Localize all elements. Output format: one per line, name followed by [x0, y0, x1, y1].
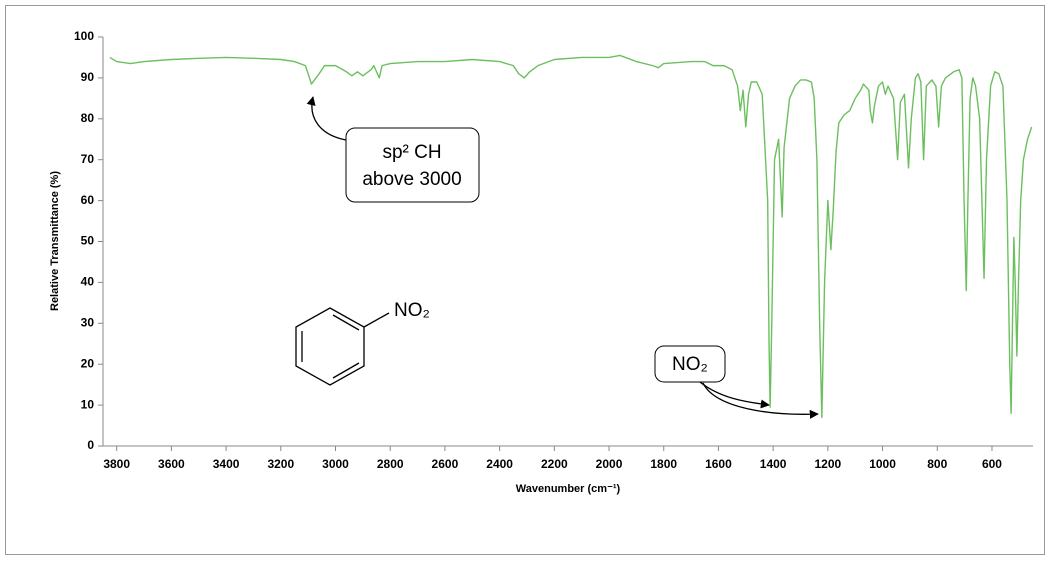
- x-tick-label: 1000: [869, 457, 896, 471]
- benzene-ring: [295, 307, 390, 386]
- y-tick-label: 90: [81, 70, 95, 84]
- chart-frame: [5, 5, 1045, 555]
- annotation-text: NO₂: [672, 354, 708, 375]
- x-tick-label: 800: [927, 457, 947, 471]
- annotation-arrow: [699, 381, 770, 409]
- x-tick-label: 3600: [158, 457, 185, 471]
- x-tick-label: 3800: [103, 457, 130, 471]
- y-tick-label: 10: [81, 397, 95, 411]
- structure-label: NO₂: [394, 300, 430, 321]
- x-axis-label: Wavenumber (cm⁻¹): [516, 483, 621, 495]
- y-tick-label: 50: [81, 234, 95, 248]
- annotation-box: [654, 345, 726, 383]
- x-tick-label: 2600: [432, 457, 459, 471]
- annotation-box: [345, 127, 480, 203]
- x-tick-label: 1600: [705, 457, 732, 471]
- annotation-text: sp² CH: [382, 142, 441, 163]
- x-tick-label: 2800: [377, 457, 404, 471]
- x-tick-label: 3200: [267, 457, 294, 471]
- y-tick-label: 70: [81, 152, 95, 166]
- y-axis-label: Relative Transmittance (%): [49, 171, 61, 311]
- y-tick-label: 0: [87, 438, 94, 452]
- annotation-arrow: [306, 96, 347, 141]
- y-tick-label: 20: [81, 356, 95, 370]
- annotation-text: above 3000: [362, 169, 461, 190]
- x-tick-label: 3000: [322, 457, 349, 471]
- x-tick-label: 600: [982, 457, 1002, 471]
- y-tick-label: 80: [81, 111, 95, 125]
- x-tick-label: 2200: [541, 457, 568, 471]
- y-tick-label: 100: [74, 29, 94, 43]
- x-tick-label: 1400: [760, 457, 787, 471]
- y-tick-label: 40: [81, 275, 95, 289]
- y-tick-label: 30: [81, 315, 95, 329]
- spectrum-line: [109, 54, 1033, 419]
- x-tick-label: 2400: [486, 457, 513, 471]
- x-tick-label: 1800: [650, 457, 677, 471]
- annotation-arrow: [702, 382, 819, 419]
- x-tick-label: 1200: [815, 457, 842, 471]
- x-tick-label: 3400: [213, 457, 240, 471]
- axes: 0 10 20 30 40 50 60 70 80 90 100 3800 3600 3400 3200 30…: [74, 29, 1033, 471]
- x-tick-label: 2000: [596, 457, 623, 471]
- y-tick-label: 60: [81, 193, 95, 207]
